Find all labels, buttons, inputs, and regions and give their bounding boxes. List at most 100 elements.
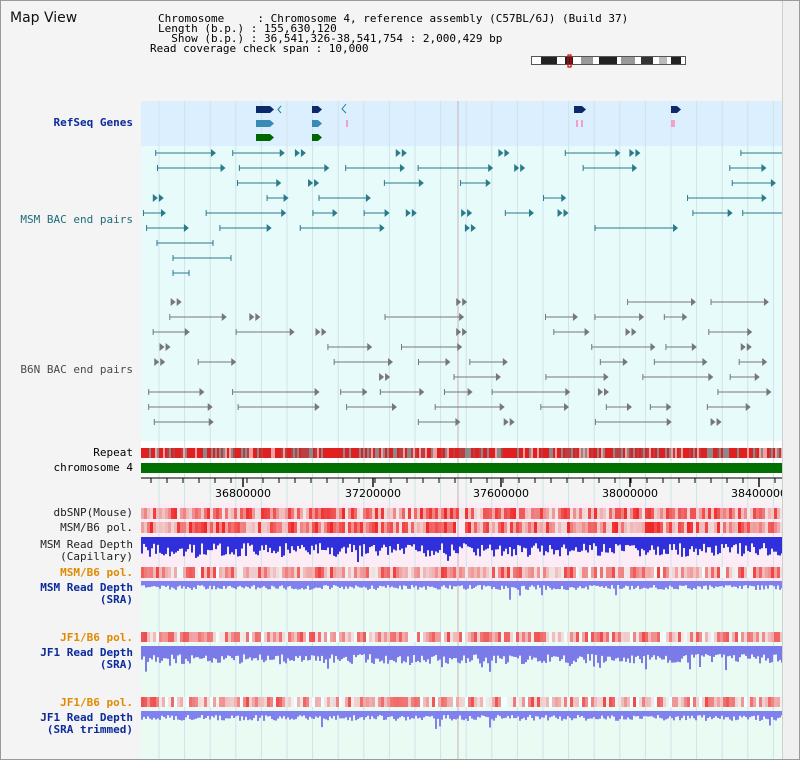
polymorphism-cell [690, 567, 693, 578]
read-depth-bar [537, 581, 539, 586]
polymorphism-cell [765, 632, 768, 642]
track-label-msm-read-depth-capillary[interactable]: MSM Read Depth [40, 538, 133, 551]
genome-track-viewer[interactable]: 36800000 37200000 37600000 38000000 38400000 [141, 1, 782, 760]
polymorphism-cell [366, 508, 369, 519]
polymorphism-cell [393, 522, 396, 533]
track-canvas[interactable]: 36800000 37200000 37600000 38000000 38400000 [141, 1, 782, 760]
read-depth-bar [399, 537, 401, 551]
read-depth-bar [419, 646, 421, 663]
track-label-jf1-read-depth-sra[interactable]: JF1 Read Depth [40, 646, 133, 659]
polymorphism-cell [369, 508, 372, 519]
polymorphism-cell [717, 522, 720, 533]
polymorphism-cell [642, 697, 645, 707]
read-depth-bar [187, 537, 189, 550]
polymorphism-cell [777, 508, 780, 519]
read-depth-bar [399, 581, 401, 586]
repeat-segment [665, 448, 667, 458]
polymorphism-cell [429, 567, 432, 578]
polymorphism-cell [495, 697, 498, 707]
read-depth-bar [303, 646, 305, 661]
read-depth-bar [737, 581, 739, 589]
polymorphism-cell [270, 508, 273, 519]
polymorphism-cell [189, 567, 192, 578]
read-depth-bar [159, 646, 161, 663]
track-label-msm-read-depth-sra[interactable]: MSM Read Depth [40, 581, 133, 594]
polymorphism-cell [711, 508, 714, 519]
repeat-segment [365, 448, 367, 458]
repeat-segment [749, 448, 751, 458]
track-label-chromosome[interactable]: chromosome 4 [53, 461, 133, 474]
polymorphism-cell [738, 567, 741, 578]
track-label-jf1-b6-pol-2[interactable]: JF1/B6 pol. [60, 696, 133, 709]
read-depth-bar [385, 711, 387, 720]
read-depth-bar [725, 581, 727, 586]
polymorphism-cell [738, 522, 741, 533]
read-depth-bar [763, 537, 765, 544]
repeat-segment [181, 448, 183, 458]
read-depth-bar [415, 646, 417, 663]
read-depth-bar [733, 646, 735, 656]
polymorphism-cell [669, 697, 672, 707]
polymorphism-cell [522, 632, 525, 642]
repeat-segment [203, 448, 205, 458]
read-depth-bar [377, 711, 379, 717]
repeat-segment [383, 448, 385, 458]
polymorphism-cell [219, 697, 222, 707]
repeat-segment [605, 448, 607, 458]
polymorphism-cell [165, 567, 168, 578]
polymorphism-cell [312, 522, 315, 533]
polymorphism-cell [483, 567, 486, 578]
read-depth-bar [625, 537, 627, 546]
polymorphism-cell [384, 522, 387, 533]
read-depth-bar [387, 646, 389, 664]
vertical-scrollbar[interactable] [782, 1, 799, 759]
read-depth-bar [619, 537, 621, 545]
repeat-segment [449, 448, 451, 458]
track-label-dbsnp[interactable]: dbSNP(Mouse) [53, 506, 133, 519]
read-depth-bar [757, 537, 759, 555]
read-depth-bar [263, 581, 265, 587]
read-depth-bar [607, 711, 609, 717]
chromosome-ideogram[interactable] [531, 54, 687, 68]
read-depth-bar [505, 581, 507, 587]
gene-arrow [270, 120, 274, 127]
track-label-jf1-b6-pol[interactable]: JF1/B6 pol. [60, 631, 133, 644]
polymorphism-cell [225, 697, 228, 707]
polymorphism-cell [288, 567, 291, 578]
polymorphism-cell [540, 697, 543, 707]
read-depth-bar [395, 581, 397, 588]
gene-arrow [270, 106, 274, 113]
repeat-segment [409, 448, 411, 458]
track-label-b6n-bac-end-pairs[interactable]: B6N BAC end pairs [20, 363, 133, 376]
read-depth-bar [451, 581, 453, 590]
polymorphism-cell [510, 697, 513, 707]
repeat-segment [299, 448, 301, 458]
track-label-refseq-genes[interactable]: RefSeq Genes [53, 116, 133, 129]
polymorphism-cell [195, 508, 198, 519]
repeat-segment [699, 448, 701, 458]
read-depth-bar [403, 537, 405, 554]
msm-bac-pair-arrow [528, 209, 534, 217]
polymorphism-cell [306, 697, 309, 707]
polymorphism-cell [579, 697, 582, 707]
track-label-msm-b6-pol-2[interactable]: MSM/B6 pol. [60, 566, 133, 579]
track-label-msm-b6-pol[interactable]: MSM/B6 pol. [60, 521, 133, 534]
track-label-jf1-read-depth-trimmed[interactable]: JF1 Read Depth [40, 711, 133, 724]
polymorphism-cell [471, 567, 474, 578]
polymorphism-cell [729, 567, 732, 578]
polymorphism-cell [573, 632, 576, 642]
track-label-repeat[interactable]: Repeat [93, 446, 133, 459]
polymorphism-cell [201, 697, 204, 707]
read-depth-bar [367, 581, 369, 590]
repeat-segment [421, 448, 423, 458]
read-depth-bar [337, 711, 339, 716]
read-depth-bar [581, 581, 583, 589]
polymorphism-cell [543, 632, 546, 642]
read-depth-bar [219, 581, 221, 589]
polymorphism-cell [234, 522, 237, 533]
read-depth-bar [229, 537, 231, 555]
polymorphism-cell [309, 567, 312, 578]
track-label-msm-bac-end-pairs[interactable]: MSM BAC end pairs [20, 213, 133, 226]
polymorphism-cell [735, 567, 738, 578]
polymorphism-cell [645, 632, 648, 642]
